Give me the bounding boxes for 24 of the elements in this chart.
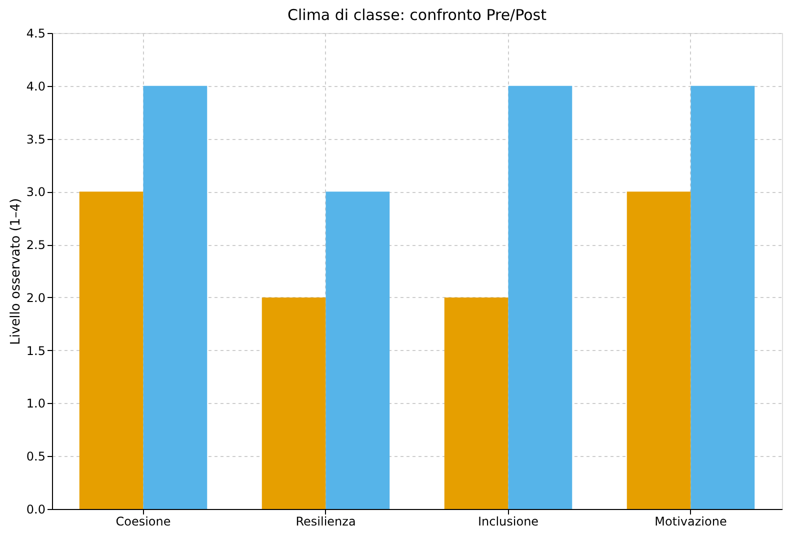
bar <box>143 86 208 509</box>
y-axis-title: Livello osservato (1–4) <box>8 198 24 345</box>
x-tick-label: Motivazione <box>654 514 727 528</box>
x-tick-label: Coesione <box>116 514 171 528</box>
x-tick-label: Resilienza <box>296 514 356 528</box>
y-tick-label: 1.0 <box>26 396 46 411</box>
bar <box>626 192 691 509</box>
y-tick-label: 4.5 <box>26 26 46 40</box>
y-tick-label: 3.5 <box>26 132 46 146</box>
y-tick-label: 3.0 <box>26 185 46 200</box>
bar <box>690 86 755 509</box>
y-tick-label: 4.0 <box>26 79 46 94</box>
chart-title: Clima di classe: confronto Pre/Post <box>288 6 547 24</box>
bar <box>326 192 390 509</box>
bar <box>444 297 508 509</box>
y-tick-label: 0.5 <box>26 450 46 464</box>
y-tick-label: 0.0 <box>26 502 46 516</box>
y-tick-label: 2.0 <box>26 290 46 305</box>
bar <box>79 192 144 509</box>
bar <box>508 86 572 509</box>
y-tick-label: 1.5 <box>26 344 46 358</box>
bar <box>262 297 326 509</box>
x-tick-label: Inclusione <box>478 514 539 528</box>
y-tick-label: 2.5 <box>26 238 46 252</box>
